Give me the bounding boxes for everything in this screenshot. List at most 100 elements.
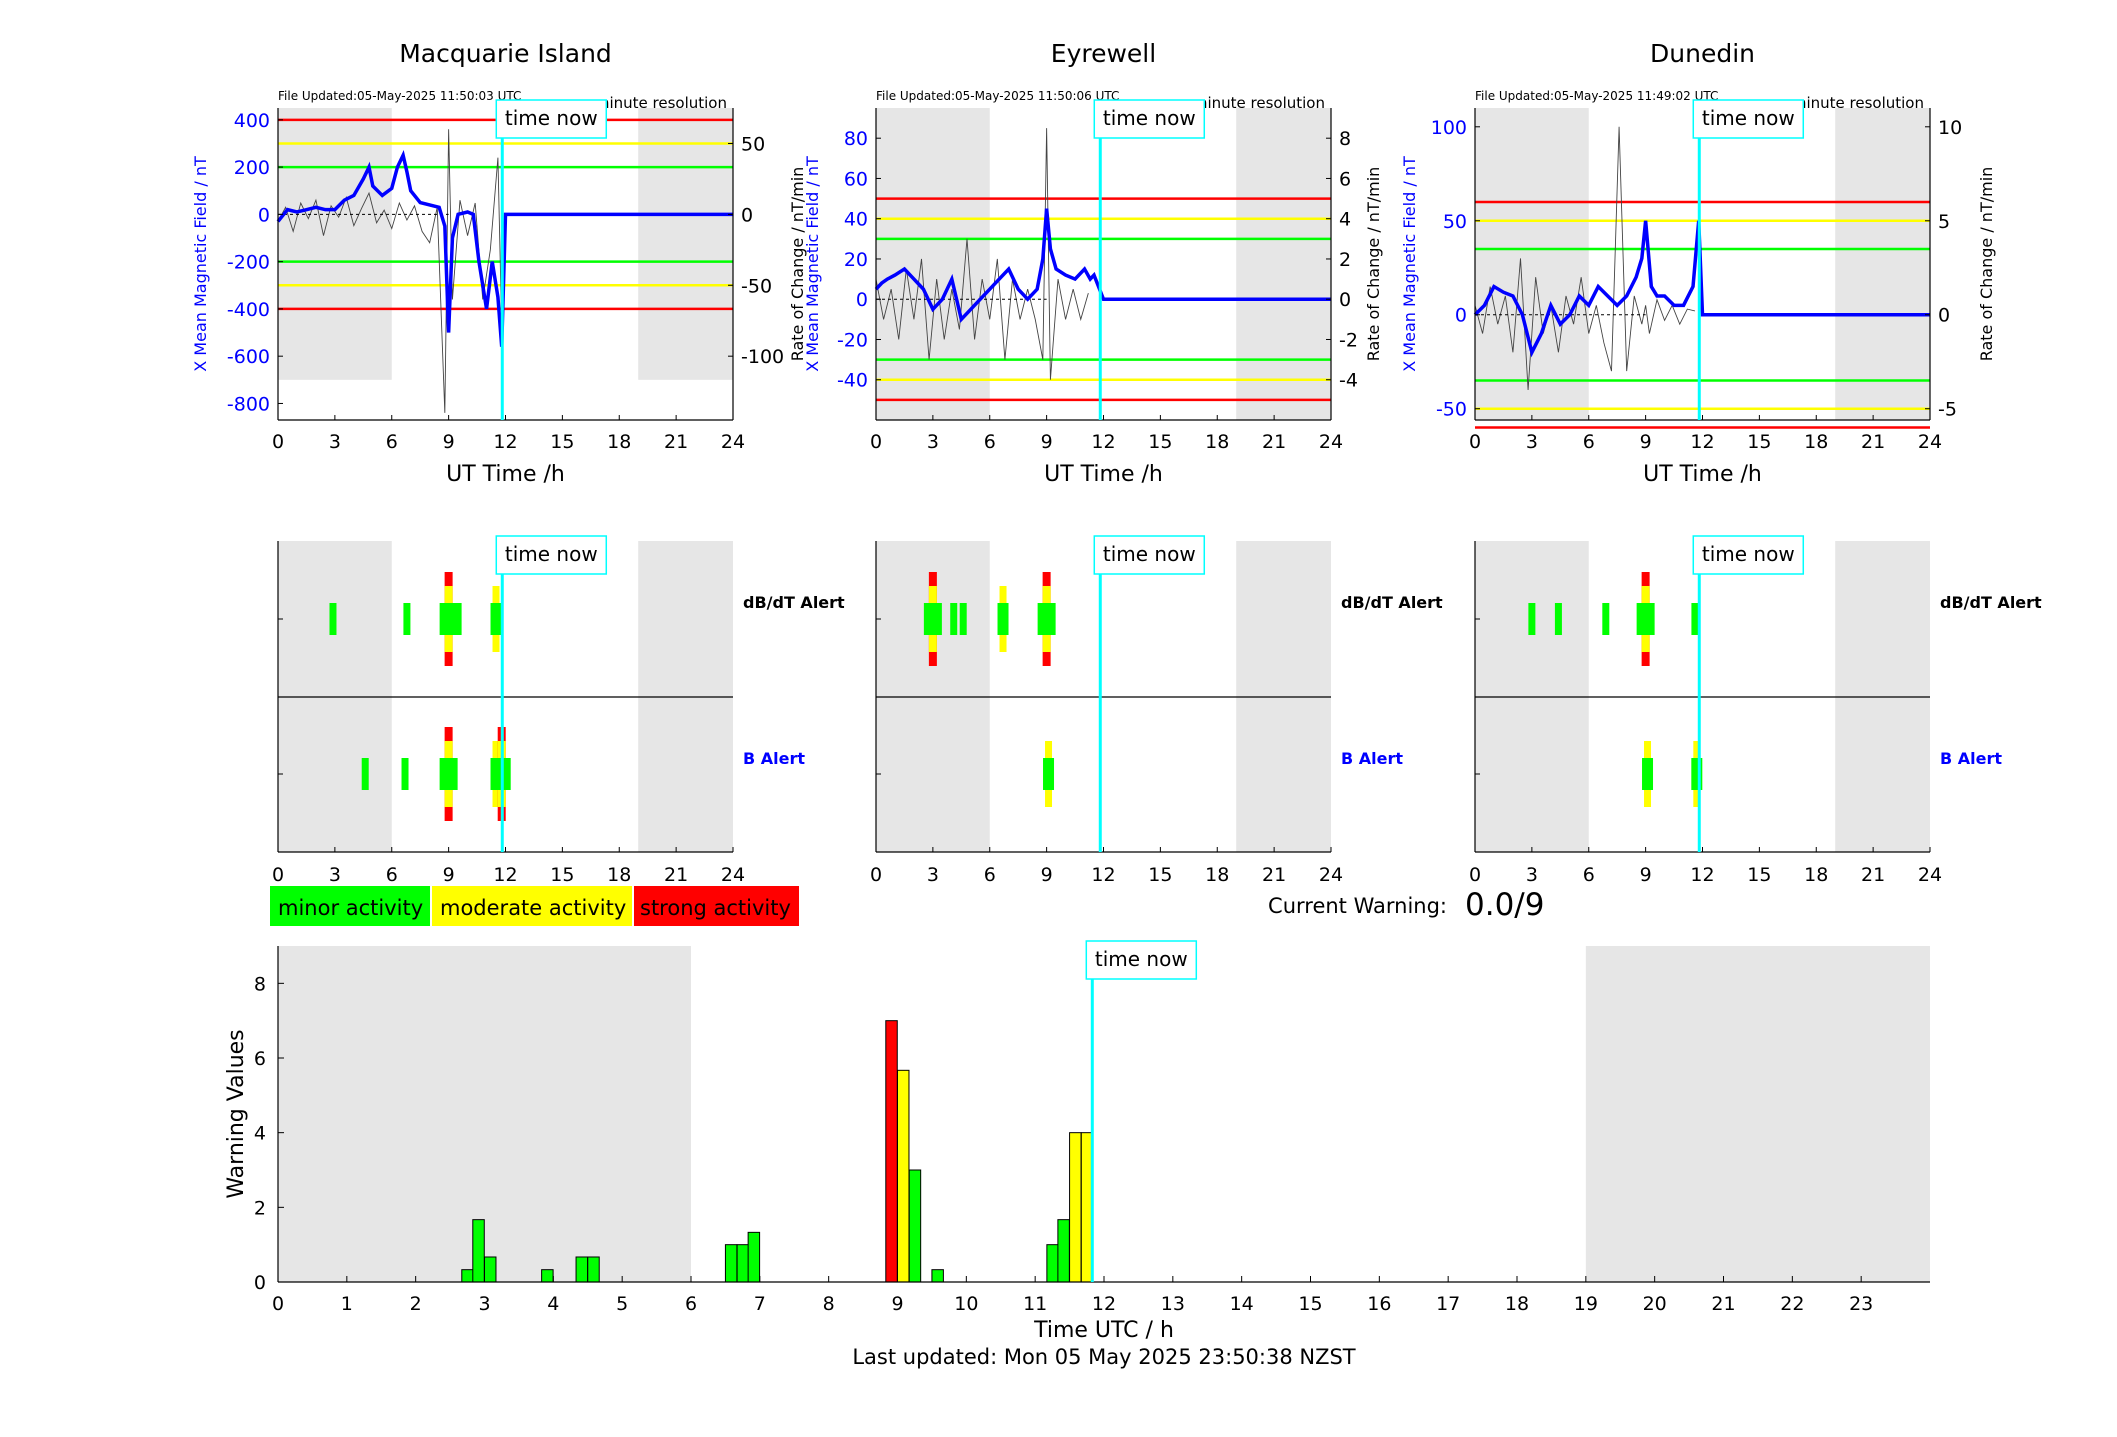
b-alert-label: B Alert bbox=[1341, 749, 1403, 768]
y-tick-label: -50 bbox=[1436, 399, 1467, 421]
y2-tick-label: -50 bbox=[741, 275, 772, 297]
x-tick-label: 6 bbox=[1583, 431, 1595, 453]
x-tick-label: 15 bbox=[1148, 864, 1172, 886]
current-warning-label: Current Warning: bbox=[1268, 894, 1447, 918]
y2-tick-label: -2 bbox=[1339, 329, 1358, 351]
magnetic-field-trace bbox=[276, 150, 733, 347]
x-tick-label: 21 bbox=[1262, 431, 1286, 453]
current-warning-value: 0.0/9 bbox=[1465, 887, 1544, 923]
y2-tick-label: -4 bbox=[1339, 370, 1358, 392]
y-tick-label: -600 bbox=[227, 346, 270, 368]
x-axis-label: Time UTC / h bbox=[1033, 1318, 1174, 1343]
dbdt-minor-mark bbox=[329, 603, 337, 635]
x-tick-label: 24 bbox=[721, 864, 745, 886]
resolution-label: minute resolution bbox=[1792, 94, 1924, 112]
time-now-box bbox=[1093, 99, 1206, 139]
x-tick-label: 10 bbox=[954, 1293, 978, 1315]
y-tick-label: 400 bbox=[234, 110, 270, 132]
time-now-label: time now bbox=[1702, 106, 1795, 130]
panel-title: Dunedin bbox=[1650, 39, 1755, 68]
x-tick-label: 0 bbox=[272, 864, 284, 886]
y-tick-label: 0 bbox=[856, 289, 868, 311]
night-shade bbox=[278, 108, 392, 380]
y-tick-label: -40 bbox=[837, 370, 868, 392]
night-shade bbox=[1835, 108, 1930, 420]
b-minor-mark bbox=[1043, 758, 1055, 790]
x-tick-label: 21 bbox=[664, 431, 688, 453]
y2-tick-label: 50 bbox=[741, 133, 765, 155]
x-tick-label: 14 bbox=[1230, 1293, 1254, 1315]
x-tick-label: 15 bbox=[1148, 431, 1172, 453]
panel-title: Macquarie Island bbox=[399, 39, 612, 68]
time-now-label: time now bbox=[1702, 542, 1795, 566]
x-tick-label: 12 bbox=[1091, 864, 1115, 886]
x-tick-label: 24 bbox=[1319, 864, 1343, 886]
x-tick-label: 24 bbox=[1918, 431, 1942, 453]
alert-panel-eyrewell: dB/dT Alert B Alert 0 3 6 9 12 15 18 21 24 time now bbox=[870, 535, 1443, 886]
x-tick-label: 3 bbox=[927, 431, 939, 453]
x-tick-label: 15 bbox=[550, 431, 574, 453]
x-tick-label: 8 bbox=[823, 1293, 835, 1315]
legend-minor-swatch bbox=[270, 886, 430, 926]
x-tick-label: 12 bbox=[493, 864, 517, 886]
warning-bar bbox=[747, 1231, 761, 1283]
x-tick-label: 6 bbox=[984, 431, 996, 453]
warning-bar bbox=[736, 1244, 750, 1283]
x-tick-label: 21 bbox=[664, 864, 688, 886]
time-now-label: time now bbox=[505, 106, 598, 130]
x-tick-label: 3 bbox=[329, 864, 341, 886]
y-tick-label: 0 bbox=[258, 204, 270, 226]
x-tick-label: 2 bbox=[410, 1293, 422, 1315]
y-axis-label: X Mean Magnetic Field / nT bbox=[1400, 156, 1419, 372]
time-now-label: time now bbox=[1095, 947, 1188, 971]
warning-bar bbox=[1057, 1219, 1070, 1283]
x-tick-label: 12 bbox=[1092, 1293, 1116, 1315]
x-tick-label: 18 bbox=[607, 431, 631, 453]
x-tick-label: 18 bbox=[1804, 864, 1828, 886]
y-axis-label: Warning Values bbox=[224, 1029, 249, 1198]
x-tick-label: 12 bbox=[1690, 431, 1714, 453]
x-tick-label: 0 bbox=[870, 431, 882, 453]
y-tick-label: 20 bbox=[844, 249, 868, 271]
x-tick-label: 15 bbox=[550, 864, 574, 886]
y2-axis-label: Rate of Change / nT/min bbox=[1977, 167, 1996, 362]
time-now-label: time now bbox=[505, 542, 598, 566]
warning-bar bbox=[1069, 1132, 1082, 1283]
x-tick-label: 20 bbox=[1643, 1293, 1667, 1315]
x-tick-label: 3 bbox=[329, 431, 341, 453]
x-tick-label: 13 bbox=[1161, 1293, 1185, 1315]
y2-tick-label: 10 bbox=[1938, 117, 1962, 139]
warning-bar bbox=[461, 1269, 474, 1283]
night-shade bbox=[876, 108, 990, 420]
y-tick-label: 0 bbox=[254, 1272, 266, 1294]
x-tick-label: 21 bbox=[1861, 431, 1885, 453]
legend-strong-label: strong activity bbox=[640, 896, 791, 920]
time-now-box bbox=[1692, 535, 1805, 575]
x-tick-label: 9 bbox=[443, 864, 455, 886]
y-axis-label: X Mean Magnetic Field / nT bbox=[803, 156, 822, 372]
time-now-box bbox=[495, 535, 608, 575]
dbdt-minor-mark bbox=[923, 603, 942, 635]
resolution-label: minute resolution bbox=[1193, 94, 1325, 112]
station-panel-macquarie-island: Macquarie Island File Updated:05-May-2025… bbox=[191, 39, 807, 487]
x-tick-label: 3 bbox=[1526, 864, 1538, 886]
warning-bar bbox=[885, 1020, 898, 1283]
x-tick-label: 9 bbox=[1640, 431, 1652, 453]
y2-tick-label: 2 bbox=[1339, 249, 1351, 271]
dbdt-minor-mark bbox=[403, 603, 411, 635]
x-tick-label: 15 bbox=[1747, 864, 1771, 886]
x-tick-label: 9 bbox=[1640, 864, 1652, 886]
x-tick-label: 3 bbox=[927, 864, 939, 886]
x-tick-label: 16 bbox=[1367, 1293, 1391, 1315]
warning-bar bbox=[541, 1269, 554, 1283]
y-tick-label: 8 bbox=[254, 973, 266, 995]
y2-tick-label: 0 bbox=[741, 204, 753, 226]
legend-moderate-swatch bbox=[432, 886, 632, 926]
rate-of-change-trace bbox=[1474, 126, 1696, 390]
x-tick-label: 18 bbox=[607, 864, 631, 886]
x-tick-label: 24 bbox=[1918, 864, 1942, 886]
warning-bar bbox=[484, 1256, 497, 1283]
station-panels: Macquarie Island File Updated:05-May-2025… bbox=[191, 39, 1996, 487]
